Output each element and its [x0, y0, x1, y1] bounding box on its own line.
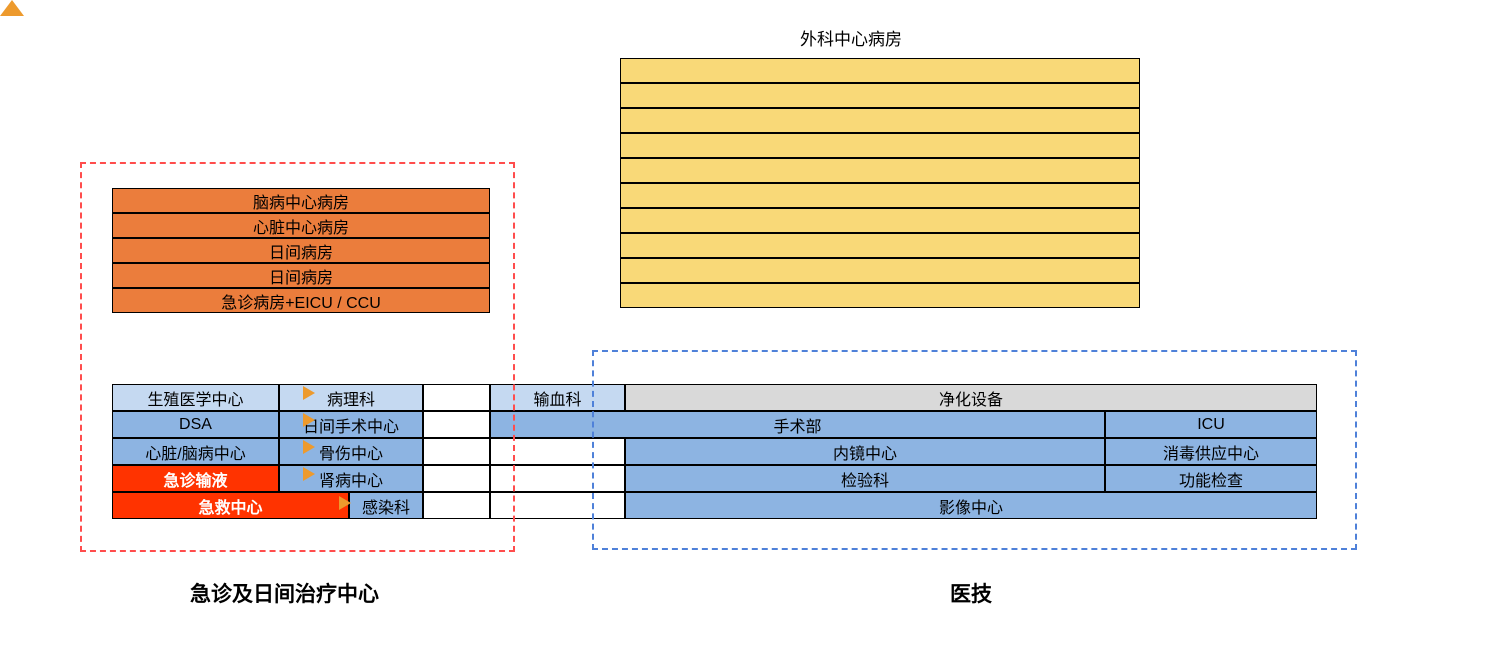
arrow-head-up-icon: [0, 0, 24, 16]
arrow-head-right-icon: [303, 386, 315, 400]
surgical-ward-row: [620, 83, 1140, 108]
arrow-head-right-icon: [339, 496, 351, 510]
surgical-ward-row: [620, 58, 1140, 83]
arrow-head-right-icon: [303, 467, 315, 481]
surgical-ward-row: [620, 283, 1140, 308]
top-title: 外科中心病房: [800, 25, 902, 50]
surgical-ward-row: [620, 158, 1140, 183]
arrow-head-right-icon: [303, 413, 315, 427]
surgical-ward-row: [620, 183, 1140, 208]
surgical-ward-row: [620, 108, 1140, 133]
medical-tech-label: 医技: [950, 578, 992, 608]
surgical-ward-row: [620, 133, 1140, 158]
surgical-ward-row: [620, 208, 1140, 233]
emergency-center-label: 急诊及日间治疗中心: [190, 578, 379, 608]
surgical-ward-row: [620, 233, 1140, 258]
arrow-head-right-icon: [303, 440, 315, 454]
surgical-ward-row: [620, 258, 1140, 283]
red-dashed-frame: [80, 162, 515, 552]
blue-dashed-frame: [592, 350, 1357, 550]
